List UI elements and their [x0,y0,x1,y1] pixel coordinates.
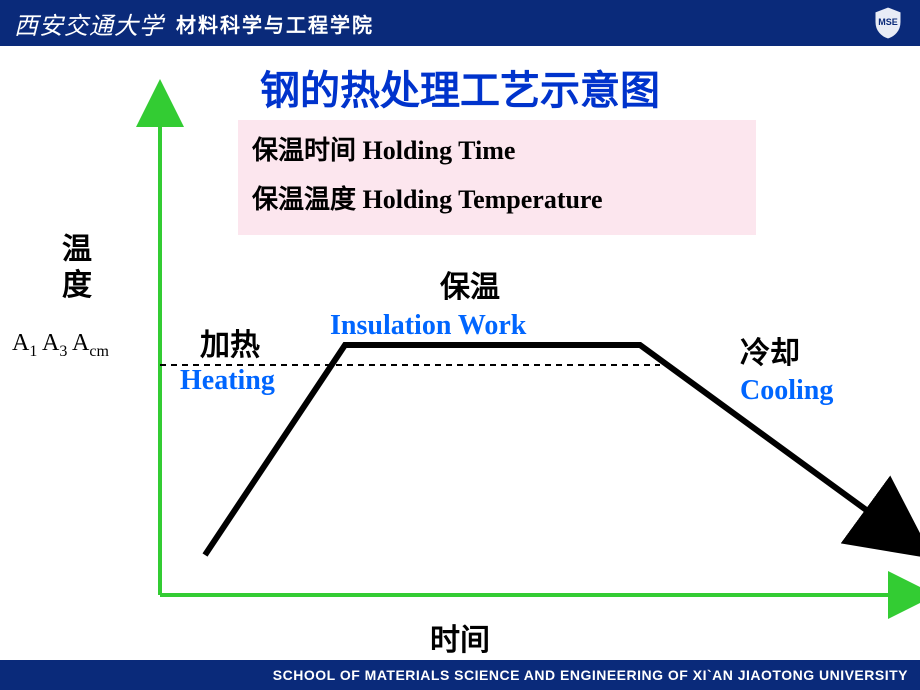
insulation-label-cn: 保温 [440,262,500,306]
heating-label-cn: 加热 [200,320,260,364]
cooling-label-en: Cooling [740,375,833,407]
heating-label-en: Heating [180,365,275,397]
x-axis-label: 时间 [430,615,490,659]
insulation-label-en: Insulation Work [330,310,526,342]
footer-text: SCHOOL OF MATERIALS SCIENCE AND ENGINEER… [273,667,908,683]
critical-temperatures-label: A1 A3 Acm [12,330,109,361]
y-axis-label: 温度 [62,232,92,304]
cooling-label-cn: 冷却 [740,328,800,372]
footer-bar: SCHOOL OF MATERIALS SCIENCE AND ENGINEER… [0,660,920,690]
